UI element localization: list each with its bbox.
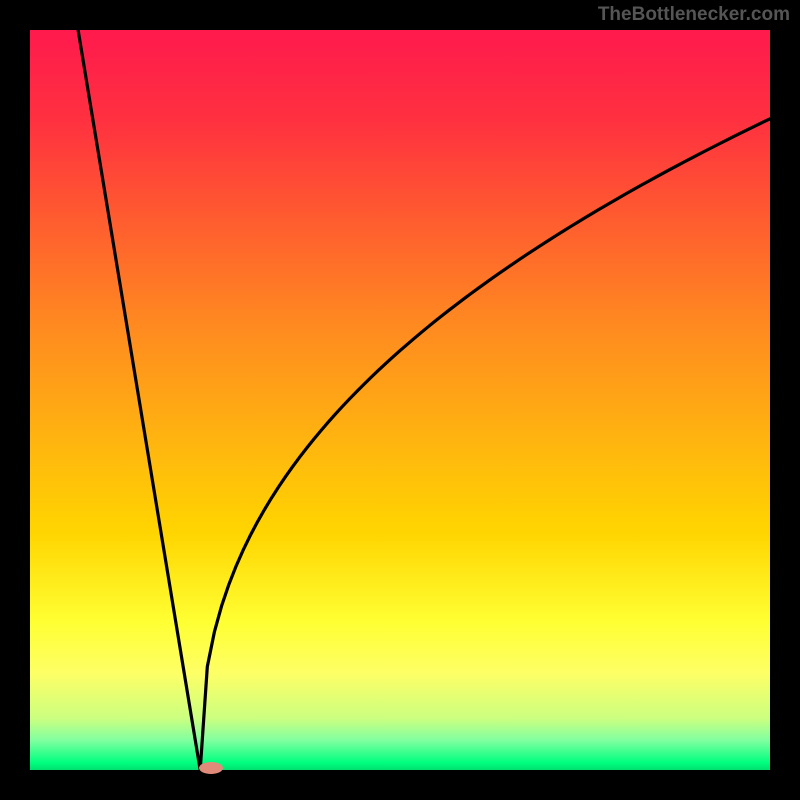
watermark-text: TheBottlenecker.com bbox=[598, 4, 790, 26]
chart-container: TheBottlenecker.com bbox=[0, 0, 800, 800]
minimum-marker bbox=[199, 762, 223, 774]
bottleneck-curve bbox=[30, 30, 770, 770]
plot-area bbox=[30, 30, 770, 770]
